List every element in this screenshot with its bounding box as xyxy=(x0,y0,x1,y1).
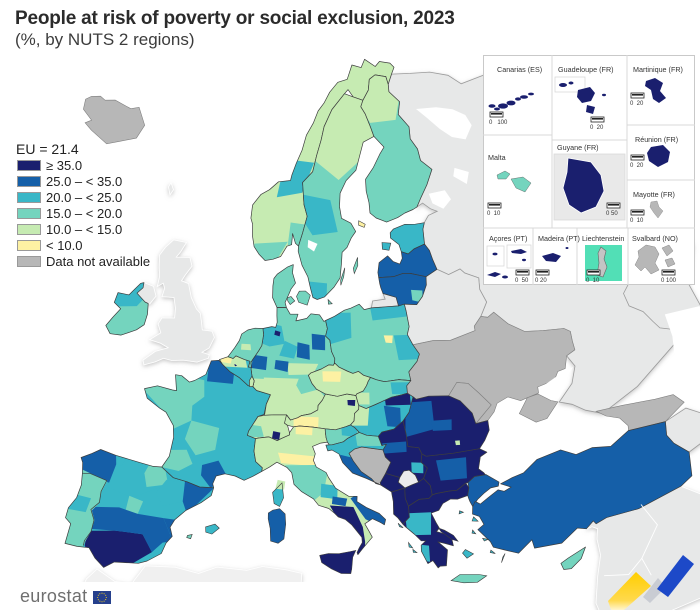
svg-text:0 50: 0 50 xyxy=(606,211,618,217)
svg-text:0 50: 0 50 xyxy=(515,278,529,284)
svg-text:Malta: Malta xyxy=(488,153,506,162)
svg-text:Canarias (ES): Canarias (ES) xyxy=(497,65,542,74)
svg-text:Guadeloupe (FR): Guadeloupe (FR) xyxy=(558,65,614,74)
svg-text:0 100: 0 100 xyxy=(489,120,508,126)
svg-text:Açores (PT): Açores (PT) xyxy=(489,234,527,243)
svg-text:0 10: 0 10 xyxy=(487,211,501,217)
svg-text:Madeira (PT): Madeira (PT) xyxy=(538,234,580,243)
svg-text:0 20: 0 20 xyxy=(535,278,547,284)
svg-text:Mayotte (FR): Mayotte (FR) xyxy=(633,190,675,199)
svg-text:Guyane (FR): Guyane (FR) xyxy=(557,143,599,152)
svg-text:0 20: 0 20 xyxy=(630,163,644,169)
svg-text:Martinique (FR): Martinique (FR) xyxy=(633,65,683,74)
svg-text:0 10: 0 10 xyxy=(586,278,600,284)
svg-text:0 20: 0 20 xyxy=(630,101,644,107)
svg-text:0 100: 0 100 xyxy=(661,278,677,284)
svg-text:Liechtenstein: Liechtenstein xyxy=(582,234,624,243)
svg-text:0 10: 0 10 xyxy=(630,218,644,224)
svg-text:Svalbard (NO): Svalbard (NO) xyxy=(632,234,678,243)
svg-text:0 20: 0 20 xyxy=(590,125,604,131)
svg-text:Réunion (FR): Réunion (FR) xyxy=(635,135,678,144)
